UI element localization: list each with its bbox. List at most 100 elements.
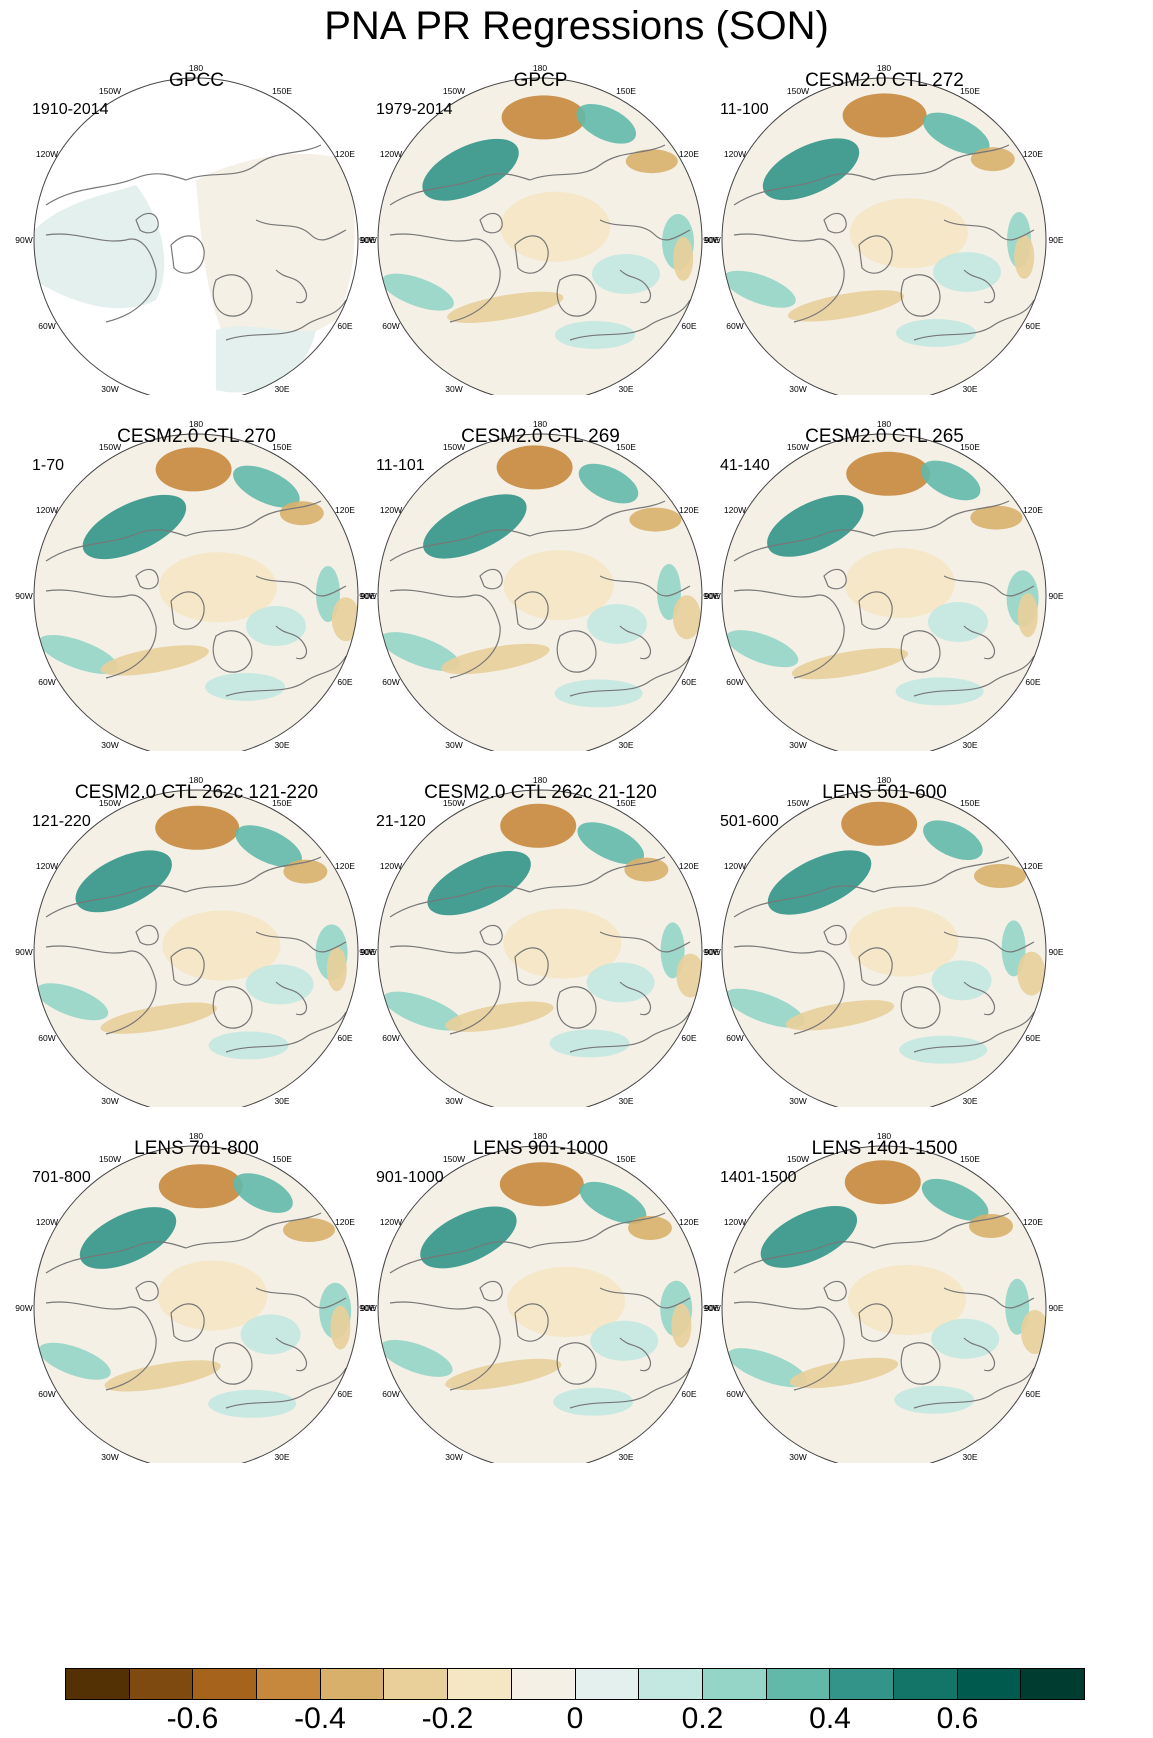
longitude-label: 120W: [36, 861, 58, 871]
coastline-8: [963, 625, 996, 660]
coastline-1: [873, 1212, 1010, 1249]
colorbar-swatch: [447, 1668, 511, 1700]
wet-blob-east-asia: [923, 820, 983, 860]
longitude-label: 180: [533, 775, 547, 785]
longitude-label: 150W: [443, 1154, 465, 1164]
longitude-label: 60W: [38, 1389, 55, 1399]
polar-map: 180150E120E90E60E30E030W60W90W120W150W: [15, 419, 376, 751]
longitude-label: 150E: [616, 442, 636, 452]
longitude-label: 60W: [726, 321, 743, 331]
longitude-label: 180: [189, 419, 203, 429]
dry-blob-arctic: [158, 552, 277, 623]
coastline-5: [556, 1342, 597, 1385]
map-boundary-circle: [377, 1145, 703, 1463]
dry-blob-arctic: [507, 1267, 625, 1337]
coastline-7: [255, 1287, 347, 1309]
wet-blob-east-asia: [233, 1173, 293, 1213]
coastline-5: [556, 986, 597, 1029]
dry-blob-east-siberia: [970, 505, 1023, 530]
longitude-label: 180: [189, 775, 203, 785]
wet-blob-europe: [896, 319, 976, 347]
longitude-label: 90W: [359, 591, 376, 601]
wet-band-north-pacific: [760, 1205, 858, 1268]
dry-blob-north-pacific: [499, 1162, 584, 1207]
longitude-label: 30E: [274, 740, 289, 750]
longitude-label: 150W: [787, 798, 809, 808]
longitude-label: 60E: [1025, 677, 1040, 687]
longitude-label: 90W: [703, 591, 720, 601]
dry-blob-east-siberia: [629, 507, 682, 532]
wet-blob-europe: [554, 679, 643, 708]
polar-map: 180150E120E90E60E30E030W60W90W120W150W: [703, 1131, 1064, 1463]
coastline-4: [135, 568, 159, 590]
longitude-label: 120E: [1023, 505, 1043, 515]
wet-blob-east-asia: [578, 463, 639, 504]
colorbar-swatch: [65, 1668, 129, 1700]
longitude-label: 180: [877, 1131, 891, 1141]
map-boundary-circle: [33, 789, 359, 1107]
dry-blob-north-pacific: [500, 803, 577, 848]
dry-blob-north-pacific: [501, 95, 586, 140]
map-boundary-circle: [721, 433, 1047, 751]
dry-blob-north-pacific: [842, 93, 927, 138]
longitude-label: 30E: [962, 384, 977, 394]
colorbar-tick-label: 0: [566, 1702, 584, 1735]
longitude-label: 30W: [789, 740, 806, 750]
coastline-3: [514, 235, 549, 274]
wet-blob-atlantic-west: [38, 635, 119, 674]
wet-blob-europe: [553, 1387, 634, 1416]
map-field: [34, 434, 358, 751]
longitude-label: 30W: [445, 1452, 462, 1462]
polar-map: 180150E120E90E60E30E030W60W90W120W150W: [703, 419, 1064, 751]
map-boundary-circle: [721, 1145, 1047, 1463]
coastline-5: [556, 274, 597, 317]
dry-blob-east-siberia: [974, 864, 1026, 888]
longitude-label: 90E: [360, 235, 375, 245]
coastline-0: [389, 173, 531, 206]
longitude-label: 60E: [1025, 1389, 1040, 1399]
panel-period: 21-120: [376, 813, 426, 830]
coastline-7: [599, 931, 691, 953]
longitude-label: 150W: [99, 1154, 121, 1164]
longitude-label: 150W: [787, 1154, 809, 1164]
dry-band-north-atlantic: [447, 291, 564, 323]
coastline-6: [913, 1011, 1035, 1053]
colorbar-swatch: [510, 1668, 575, 1700]
colorbar: [65, 1668, 1085, 1700]
dry-blob-south-asia: [673, 236, 694, 281]
colorbar-swatch: [574, 1668, 639, 1700]
longitude-label: 90E: [704, 235, 719, 245]
coastline-4: [135, 924, 159, 946]
colorbar-tick-label: 0.2: [681, 1702, 724, 1735]
map-field: [722, 1146, 1046, 1463]
wet-blob-atlantic-west: [380, 632, 461, 672]
longitude-label: 120E: [1023, 861, 1043, 871]
longitude-label: 90E: [360, 947, 375, 957]
longitude-label: 30W: [789, 1096, 806, 1106]
polar-map: 180150E120E90E60E30E030W60W90W120W150W: [359, 1131, 720, 1463]
longitude-label: 60E: [681, 1389, 696, 1399]
coastline-0: [45, 1241, 187, 1274]
coastline-4: [823, 568, 847, 590]
longitude-label: 60E: [681, 1033, 696, 1043]
longitude-label: 150W: [787, 86, 809, 96]
coastline-3: [858, 947, 893, 986]
coastline-4: [823, 1280, 847, 1302]
longitude-label: 90W: [703, 235, 720, 245]
longitude-label: 60E: [681, 321, 696, 331]
coastline-5: [212, 986, 253, 1029]
coastline-4: [823, 212, 847, 234]
longitude-label: 60E: [681, 677, 696, 687]
longitude-label: 90W: [703, 947, 720, 957]
panel-title: LENS 901-1000: [472, 1138, 609, 1159]
longitude-label: 120E: [679, 149, 699, 159]
longitude-label: 150E: [616, 798, 636, 808]
coastline-8: [963, 981, 996, 1016]
coastline-2: [45, 589, 157, 679]
coastline-3: [170, 947, 205, 986]
wet-blob-east-asia: [576, 104, 637, 144]
coastline-2: [389, 945, 501, 1035]
map-boundary-circle: [33, 433, 359, 751]
colorbar-swatch: [638, 1668, 702, 1700]
